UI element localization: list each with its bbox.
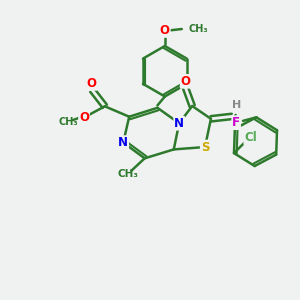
Text: H: H [232,100,241,110]
Text: N: N [118,136,128,149]
Text: O: O [160,24,170,37]
Text: O: O [79,110,89,124]
Text: CH₃: CH₃ [59,117,78,127]
Text: CH₃: CH₃ [118,169,139,179]
Text: N: N [174,117,184,130]
Text: Cl: Cl [244,131,257,144]
Text: O: O [181,75,191,88]
Text: CH₃: CH₃ [189,24,208,34]
Text: F: F [232,116,240,129]
Text: S: S [201,140,209,154]
Text: O: O [87,77,97,90]
